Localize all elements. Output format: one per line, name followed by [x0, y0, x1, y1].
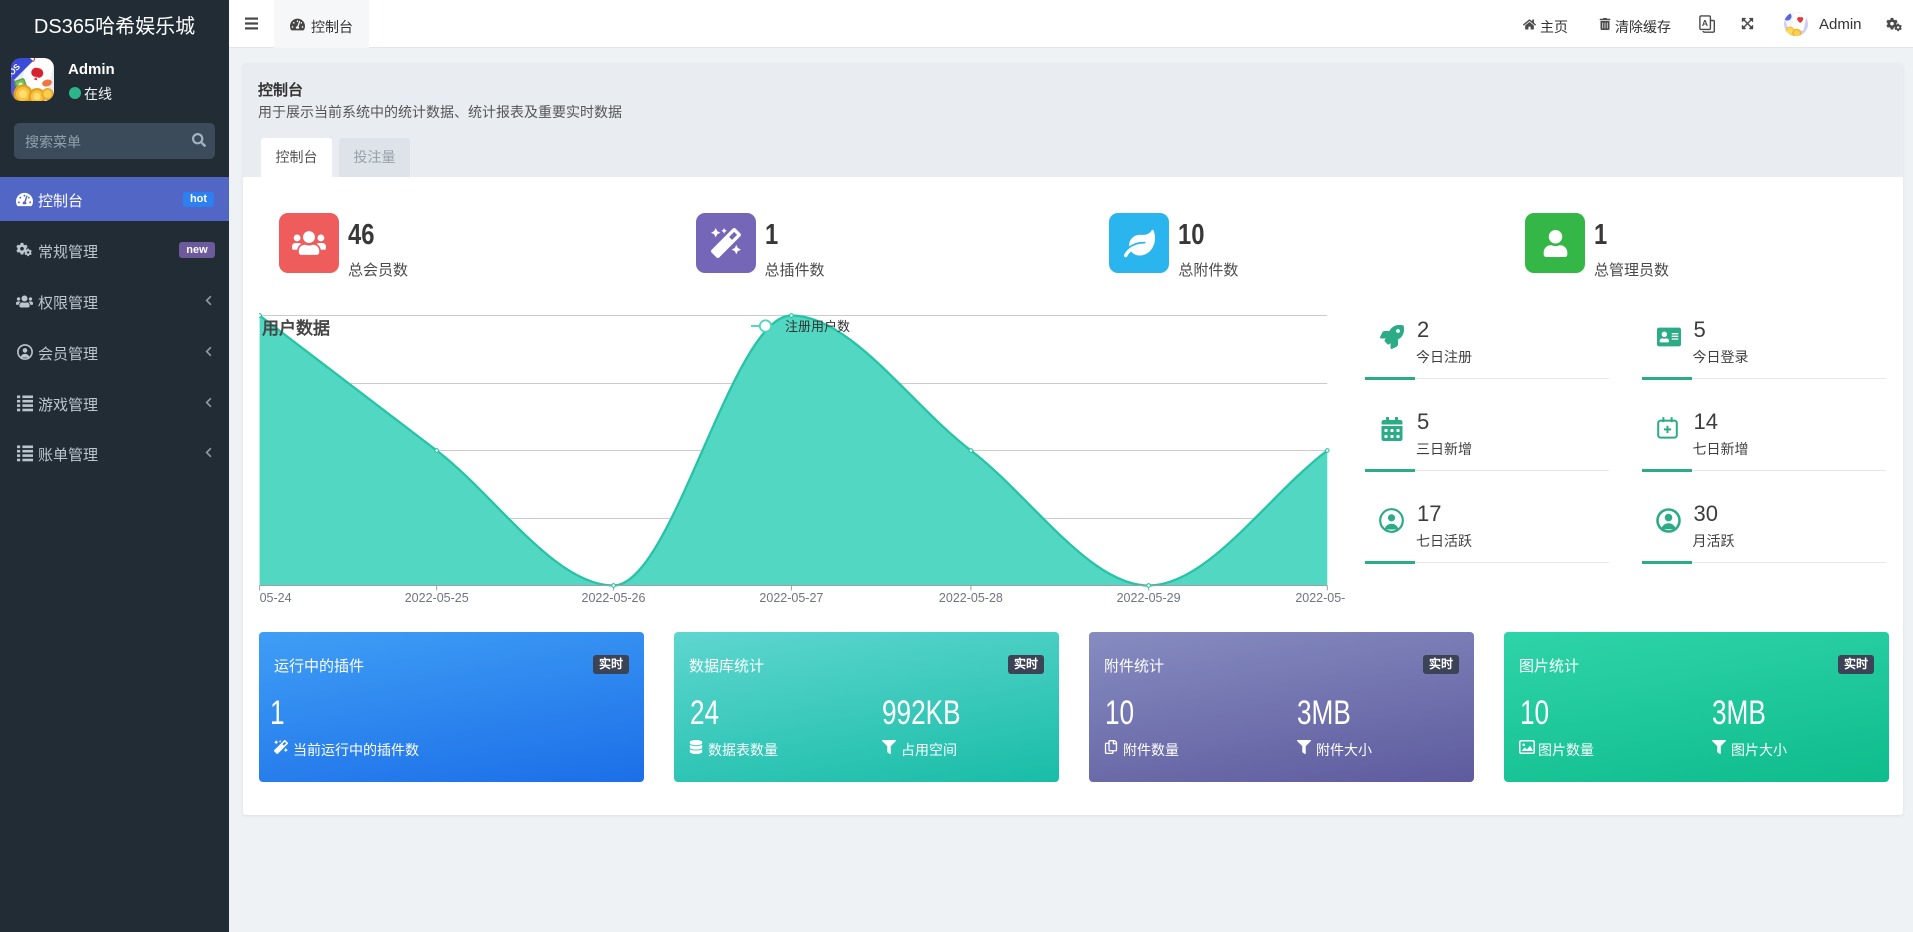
svg-text:2022-05-30: 2022-05-30 [1295, 591, 1345, 605]
svg-text:2022-05-24: 2022-05-24 [259, 591, 292, 605]
svg-text:J: J [30, 58, 36, 64]
svg-text:EOS: EOS [11, 61, 22, 81]
svg-text:用户数据: 用户数据 [262, 318, 330, 338]
svg-text:注册用户数: 注册用户数 [785, 319, 850, 334]
svg-text:2022-05-27: 2022-05-27 [759, 591, 823, 605]
svg-text:2022-05-25: 2022-05-25 [405, 591, 469, 605]
svg-text:2022-05-26: 2022-05-26 [582, 591, 646, 605]
svg-text:2022-05-29: 2022-05-29 [1117, 591, 1181, 605]
svg-text:2022-05-28: 2022-05-28 [939, 591, 1003, 605]
svg-text:A: A [1702, 18, 1708, 28]
